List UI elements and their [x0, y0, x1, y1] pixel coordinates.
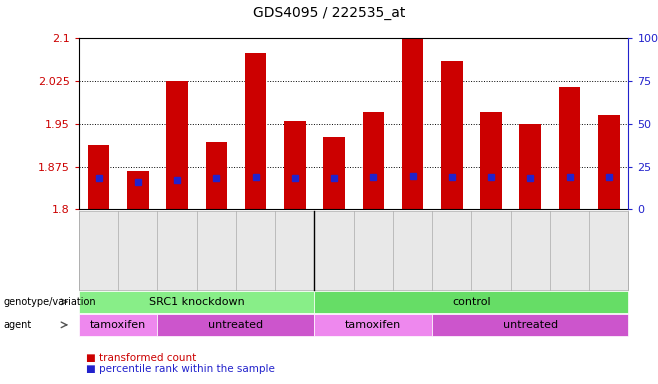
- Bar: [323, 137, 345, 209]
- Text: untreated: untreated: [209, 320, 263, 330]
- Text: tamoxifen: tamoxifen: [345, 320, 401, 330]
- Bar: [205, 142, 227, 209]
- Bar: [402, 38, 423, 209]
- Bar: [245, 53, 266, 209]
- Text: control: control: [452, 297, 491, 307]
- Text: ■ transformed count: ■ transformed count: [86, 353, 196, 363]
- Bar: [166, 81, 188, 209]
- Bar: [519, 124, 541, 209]
- Bar: [441, 61, 463, 209]
- Bar: [88, 146, 109, 209]
- Bar: [598, 115, 620, 209]
- Text: tamoxifen: tamoxifen: [90, 320, 146, 330]
- Bar: [559, 87, 580, 209]
- Bar: [363, 113, 384, 209]
- Text: genotype/variation: genotype/variation: [3, 297, 96, 307]
- Text: agent: agent: [3, 320, 32, 330]
- Bar: [127, 170, 149, 209]
- Text: GDS4095 / 222535_at: GDS4095 / 222535_at: [253, 6, 405, 20]
- Text: ■ percentile rank within the sample: ■ percentile rank within the sample: [86, 364, 274, 374]
- Bar: [480, 113, 502, 209]
- Text: SRC1 knockdown: SRC1 knockdown: [149, 297, 245, 307]
- Text: untreated: untreated: [503, 320, 558, 330]
- Bar: [284, 121, 305, 209]
